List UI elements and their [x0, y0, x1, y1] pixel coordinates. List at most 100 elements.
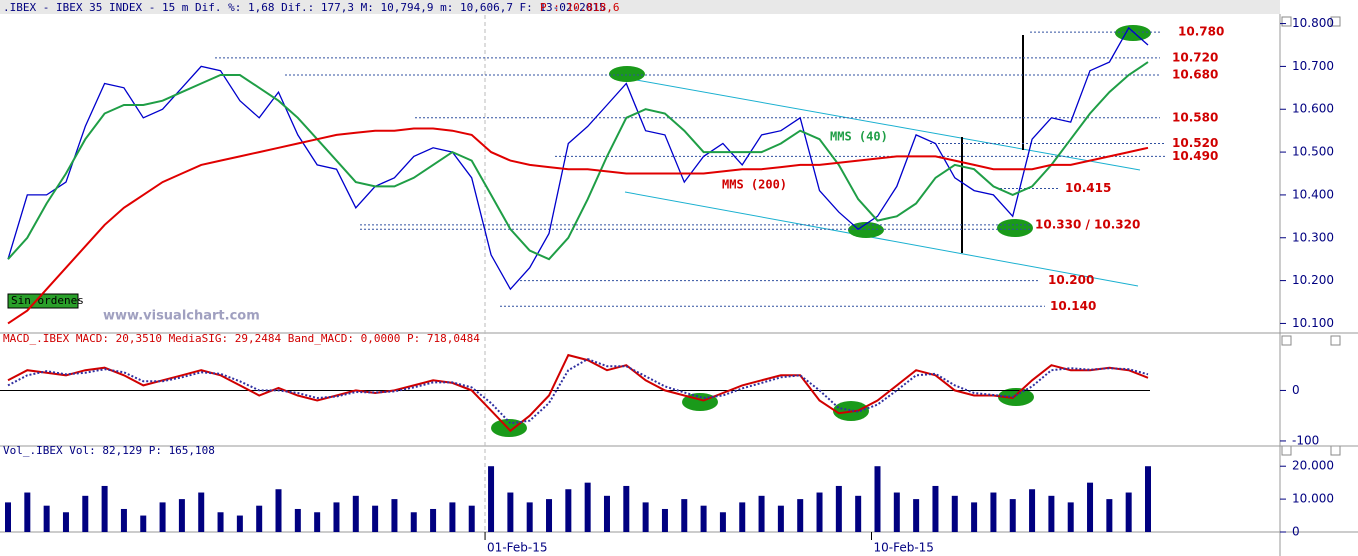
volume-bar: [294, 508, 301, 532]
volume-bar: [971, 502, 978, 532]
panel-button[interactable]: [1330, 445, 1341, 456]
volume-bar: [932, 485, 939, 532]
volume-bar: [62, 512, 69, 532]
volume-bar: [797, 499, 804, 532]
x-tick-label: 10-Feb-15: [873, 541, 933, 555]
highlight: [1115, 25, 1151, 41]
y-tick-label: 10.100: [1292, 316, 1334, 330]
series-line: [7, 353, 1149, 433]
panel-button[interactable]: [1281, 16, 1292, 27]
volume-bar: [1067, 502, 1074, 532]
series-label: MMS (200): [722, 178, 787, 192]
volume-bar: [449, 502, 456, 532]
series-label: MMS (40): [830, 130, 888, 144]
volume-bar: [159, 502, 166, 532]
volume-bar: [681, 499, 688, 532]
volume-bar: [758, 495, 765, 532]
volume-bar: [990, 492, 997, 532]
volume-bar: [333, 502, 340, 532]
series-line: [7, 358, 1149, 425]
y-tick-label: 10.200: [1292, 273, 1334, 287]
volume-bar: [661, 508, 668, 532]
volume-bar: [1048, 495, 1055, 532]
series-line: [7, 61, 1149, 261]
level-label: 10.780: [1178, 25, 1224, 39]
panel-button[interactable]: [1330, 16, 1341, 27]
level-label: 10.680: [1172, 67, 1218, 81]
volume-bar: [700, 505, 707, 532]
volume-bar: [391, 499, 398, 532]
header-title: .IBEX - IBEX 35 INDEX - 15 m Dif. %: 1,6…: [3, 1, 606, 14]
volume-bar: [1087, 482, 1094, 532]
y-tick-label: 20.000: [1292, 459, 1334, 473]
volume-bar: [893, 492, 900, 532]
volume-bar: [140, 515, 147, 532]
volume-bar: [603, 495, 610, 532]
volume-bar: [352, 495, 359, 532]
volume-bar: [816, 492, 823, 532]
highlight: [997, 219, 1033, 237]
volume-bar: [24, 492, 31, 532]
level-label: 10.580: [1172, 110, 1218, 124]
volume-bar: [507, 492, 514, 532]
volume-bar: [913, 499, 920, 532]
volume-bar: [101, 485, 108, 532]
volume-bar: [739, 502, 746, 532]
level-label: 10.415: [1065, 181, 1111, 195]
y-tick-label: 10.400: [1292, 187, 1334, 201]
y-tick-label: 10.500: [1292, 145, 1334, 159]
volume-bar: [777, 505, 784, 532]
y-tick-label: -100: [1292, 433, 1319, 447]
volume-bar: [642, 502, 649, 532]
volume-bar: [410, 512, 417, 532]
volume-bar: [1125, 492, 1132, 532]
volume-bar: [43, 505, 50, 532]
volume-bar: [275, 489, 282, 532]
level-label: 10.490: [1172, 149, 1218, 163]
y-tick-label: 10.600: [1292, 102, 1334, 116]
level-label: 10.520: [1172, 136, 1218, 150]
y-tick-label: 10.000: [1292, 492, 1334, 506]
volume-bar: [256, 505, 263, 532]
volume-bar: [565, 489, 572, 532]
channel-line: [624, 191, 1139, 287]
volume-bar: [120, 508, 127, 532]
volume-bar: [430, 508, 437, 532]
volume-bar: [178, 499, 185, 532]
panel-title: MACD_.IBEX MACD: 20,3510 MediaSIG: 29,24…: [3, 332, 480, 345]
volume-bar: [198, 492, 205, 532]
annotations: [491, 25, 1151, 437]
y-tick-label: 10.700: [1292, 59, 1334, 73]
volume-bar: [372, 505, 379, 532]
highlight: [998, 388, 1034, 406]
x-tick-label: 01-Feb-15: [487, 541, 547, 555]
volume-bar: [584, 482, 591, 532]
highlight: [848, 222, 884, 238]
highlight: [609, 66, 645, 82]
channel-line: [624, 77, 1141, 171]
volume-bar: [874, 466, 881, 532]
y-tick-label: 10.800: [1292, 16, 1334, 30]
y-tick-label: 0: [1292, 383, 1300, 397]
volume-bar: [236, 515, 243, 532]
series-line: [7, 26, 1149, 291]
panel-button[interactable]: [1281, 445, 1292, 456]
header-bar: [0, 0, 1280, 14]
level-label: 10.200: [1048, 273, 1094, 287]
volume-bar: [5, 502, 11, 532]
volume-bar: [526, 502, 533, 532]
series-line: [7, 127, 1149, 325]
level-label: 10.720: [1172, 50, 1218, 64]
volume-bar: [835, 485, 842, 532]
panel-title: Vol_.IBEX Vol: 82,129 P: 165,108: [3, 444, 215, 457]
volume-bar: [468, 505, 475, 532]
panel-button[interactable]: [1281, 335, 1292, 346]
volume-bar: [314, 512, 321, 532]
volume-bar: [217, 512, 224, 532]
volume-bar: [82, 495, 89, 532]
watermark: www.visualchart.com: [103, 309, 260, 324]
panel-button[interactable]: [1330, 335, 1341, 346]
badge-text: Sin órdenes: [11, 294, 84, 307]
y-tick-label: 10.300: [1292, 230, 1334, 244]
